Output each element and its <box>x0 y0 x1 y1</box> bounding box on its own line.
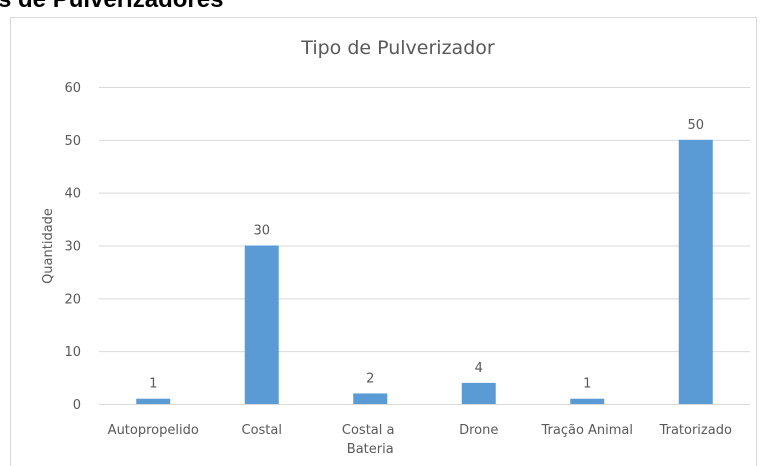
chart-title: Tipo de Pulverizador <box>300 37 495 59</box>
x-tick-label: Autopropelido <box>108 423 199 438</box>
data-label: 1 <box>583 377 591 392</box>
y-tick-label: 50 <box>64 134 81 149</box>
y-tick-label: 20 <box>64 292 81 307</box>
bar <box>244 245 279 404</box>
y-axis-label: Quantidade <box>41 208 56 284</box>
y-tick-label: 60 <box>64 81 81 96</box>
bar <box>136 398 171 404</box>
y-tick-label: 0 <box>73 398 81 413</box>
bar <box>461 382 496 404</box>
data-label: 50 <box>687 118 704 133</box>
data-label: 2 <box>366 371 374 386</box>
x-tick-label: Costal a Bateria <box>342 423 399 457</box>
data-label: 1 <box>149 377 157 392</box>
x-tick-label: Tração Animal <box>540 423 633 438</box>
heading: s de Pulverizadores <box>0 0 223 13</box>
y-tick-label: 30 <box>64 240 81 255</box>
y-tick-label: 40 <box>64 187 81 202</box>
y-tick-label: 10 <box>64 345 81 360</box>
x-tick-label: Tratorizado <box>659 423 732 438</box>
bar <box>570 398 605 404</box>
bar <box>353 393 388 404</box>
data-label: 30 <box>253 224 270 239</box>
x-tick-label: Costal <box>242 423 282 438</box>
x-tick-label: Drone <box>459 423 498 438</box>
data-label: 4 <box>475 361 483 376</box>
chart-frame <box>10 17 757 466</box>
bar <box>678 139 713 405</box>
